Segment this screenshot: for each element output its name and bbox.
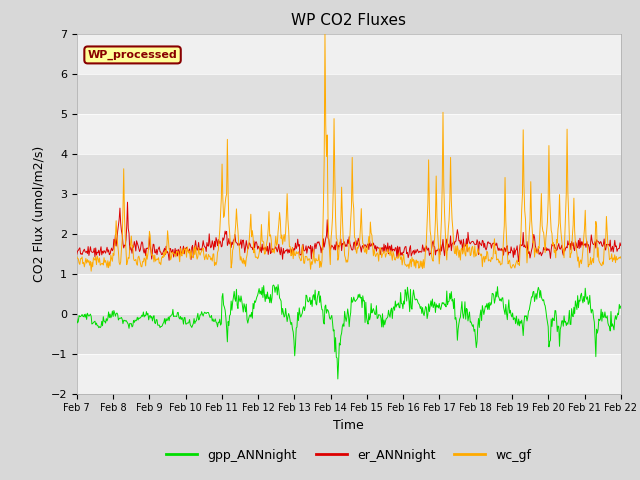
Legend: gpp_ANNnight, er_ANNnight, wc_gf: gpp_ANNnight, er_ANNnight, wc_gf <box>161 444 536 467</box>
X-axis label: Time: Time <box>333 419 364 432</box>
wc_gf <box>433 173 440 179</box>
Y-axis label: CO2 Flux (umol/m2/s): CO2 Flux (umol/m2/s) <box>32 145 45 282</box>
er_ANNnight <box>124 199 131 205</box>
Line: er_ANNnight: er_ANNnight <box>77 202 621 262</box>
gpp_ANNnight <box>274 282 282 288</box>
Bar <box>77 154 621 193</box>
gpp_ANNnight <box>617 303 625 309</box>
wc_gf <box>83 260 90 266</box>
wc_gf <box>321 31 329 37</box>
Title: WP CO2 Fluxes: WP CO2 Fluxes <box>291 13 406 28</box>
Bar <box>77 193 621 234</box>
wc_gf <box>73 253 81 259</box>
er_ANNnight <box>223 242 231 248</box>
Bar <box>77 34 621 73</box>
Bar <box>77 274 621 313</box>
wc_gf <box>140 259 147 265</box>
gpp_ANNnight <box>139 313 147 319</box>
wc_gf <box>195 245 202 251</box>
er_ANNnight <box>515 259 522 264</box>
Line: gpp_ANNnight: gpp_ANNnight <box>77 285 621 379</box>
wc_gf <box>617 254 625 260</box>
er_ANNnight <box>73 252 81 257</box>
er_ANNnight <box>431 252 439 258</box>
Bar <box>77 73 621 114</box>
gpp_ANNnight <box>73 316 81 322</box>
Bar <box>77 234 621 274</box>
gpp_ANNnight <box>223 325 230 331</box>
Text: WP_processed: WP_processed <box>88 50 177 60</box>
er_ANNnight <box>416 249 424 254</box>
wc_gf <box>417 258 424 264</box>
er_ANNnight <box>140 248 147 253</box>
gpp_ANNnight <box>433 301 440 307</box>
er_ANNnight <box>83 248 90 254</box>
gpp_ANNnight <box>417 306 424 312</box>
gpp_ANNnight <box>83 316 90 322</box>
Bar <box>77 114 621 154</box>
Bar <box>77 354 621 394</box>
Line: wc_gf: wc_gf <box>77 34 621 271</box>
gpp_ANNnight <box>194 311 202 316</box>
wc_gf <box>87 268 95 274</box>
er_ANNnight <box>195 240 202 245</box>
gpp_ANNnight <box>334 376 342 382</box>
Bar <box>77 313 621 354</box>
wc_gf <box>223 136 231 142</box>
er_ANNnight <box>617 243 625 249</box>
